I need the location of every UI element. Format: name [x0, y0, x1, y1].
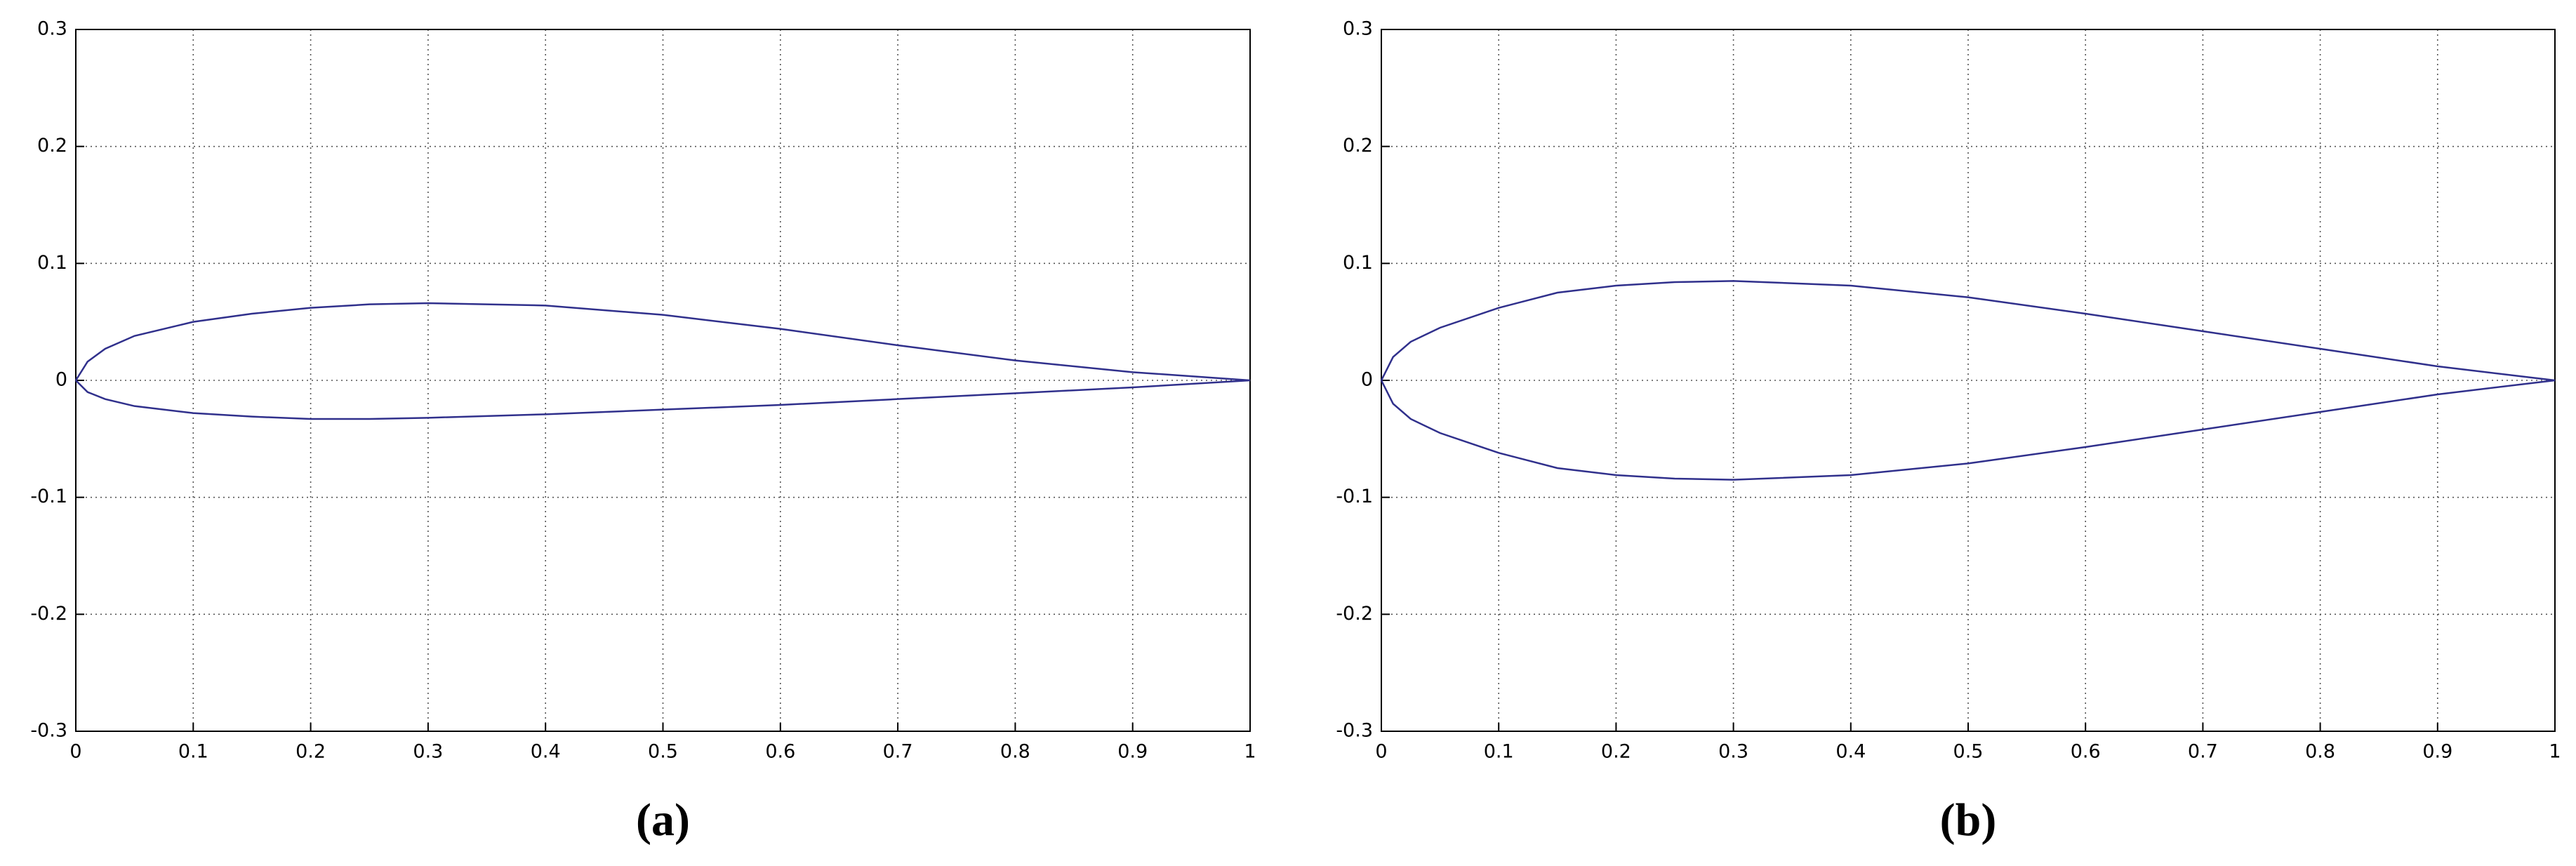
airfoil-line [75, 379, 1251, 420]
x-tick-label: 0.8 [1000, 741, 1030, 763]
y-tick-label: 0.2 [1343, 135, 1373, 156]
airfoil-line [74, 302, 1251, 382]
x-tick-label: 0.2 [296, 741, 326, 763]
y-tick-label: -0.1 [30, 486, 67, 507]
x-tick-label: 0.6 [2071, 741, 2101, 763]
x-tick-label: 0.5 [1953, 741, 1984, 763]
airfoil-line [1380, 280, 2556, 382]
y-tick-label: -0.2 [30, 603, 67, 625]
y-tick-label: 0 [55, 369, 67, 391]
x-tick-label: 0.3 [1718, 741, 1748, 763]
y-tick-label: 0 [1361, 369, 1373, 391]
x-tick-label: 0 [69, 741, 81, 763]
x-tick-label: 0.9 [1117, 741, 1148, 763]
x-tick-label: 0.4 [1835, 741, 1866, 763]
x-tick-label: 0.9 [2422, 741, 2452, 763]
x-tick-label: 0.4 [531, 741, 561, 763]
y-tick-label: 0.3 [1343, 18, 1373, 40]
x-tick-label: 0.2 [1601, 741, 1631, 763]
y-tick-label: -0.3 [30, 720, 67, 742]
y-tick-label: -0.3 [1336, 720, 1373, 742]
x-tick-label: 0.1 [178, 741, 208, 763]
x-tick-label: 0.5 [648, 741, 678, 763]
x-tick-label: 0.3 [413, 741, 443, 763]
y-tick-label: -0.2 [1336, 603, 1373, 625]
y-tick-label: 0.3 [37, 18, 67, 40]
x-tick-label: 0.7 [883, 741, 913, 763]
x-tick-label: 0.1 [1484, 741, 1514, 763]
caption: (b) [1940, 794, 1997, 846]
y-tick-label: 0.1 [37, 252, 67, 274]
x-tick-label: 1 [1244, 741, 1256, 763]
y-tick-label: 0.1 [1343, 252, 1373, 274]
x-tick-label: 1 [2549, 741, 2561, 763]
y-tick-label: 0.2 [37, 135, 67, 156]
caption: (a) [636, 794, 690, 846]
y-tick-label: -0.1 [1336, 486, 1373, 507]
x-tick-label: 0.8 [2305, 741, 2335, 763]
x-tick-label: 0 [1375, 741, 1387, 763]
x-tick-label: 0.7 [2188, 741, 2218, 763]
airfoil-line [1380, 379, 2556, 481]
x-tick-label: 0.6 [765, 741, 795, 763]
